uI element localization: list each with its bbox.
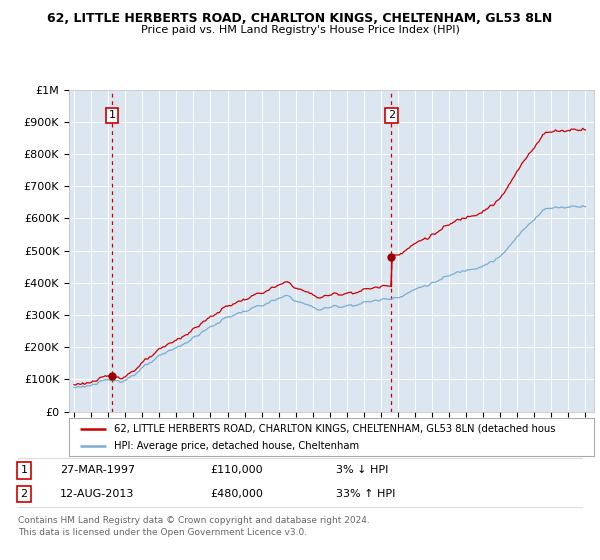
Text: Price paid vs. HM Land Registry's House Price Index (HPI): Price paid vs. HM Land Registry's House … xyxy=(140,25,460,35)
Text: 1: 1 xyxy=(109,110,116,120)
Text: 2: 2 xyxy=(388,110,395,120)
Text: 2: 2 xyxy=(20,489,28,499)
Text: £110,000: £110,000 xyxy=(210,465,263,475)
Text: HPI: Average price, detached house, Cheltenham: HPI: Average price, detached house, Chel… xyxy=(113,441,359,451)
Text: This data is licensed under the Open Government Licence v3.0.: This data is licensed under the Open Gov… xyxy=(18,528,307,537)
Text: 1: 1 xyxy=(20,465,28,475)
Text: 3% ↓ HPI: 3% ↓ HPI xyxy=(336,465,388,475)
Text: 62, LITTLE HERBERTS ROAD, CHARLTON KINGS, CHELTENHAM, GL53 8LN (detached hous: 62, LITTLE HERBERTS ROAD, CHARLTON KINGS… xyxy=(113,423,555,433)
Text: 62, LITTLE HERBERTS ROAD, CHARLTON KINGS, CHELTENHAM, GL53 8LN: 62, LITTLE HERBERTS ROAD, CHARLTON KINGS… xyxy=(47,12,553,25)
Text: 12-AUG-2013: 12-AUG-2013 xyxy=(60,489,134,499)
Text: 33% ↑ HPI: 33% ↑ HPI xyxy=(336,489,395,499)
Text: 27-MAR-1997: 27-MAR-1997 xyxy=(60,465,135,475)
Text: £480,000: £480,000 xyxy=(210,489,263,499)
Text: Contains HM Land Registry data © Crown copyright and database right 2024.: Contains HM Land Registry data © Crown c… xyxy=(18,516,370,525)
